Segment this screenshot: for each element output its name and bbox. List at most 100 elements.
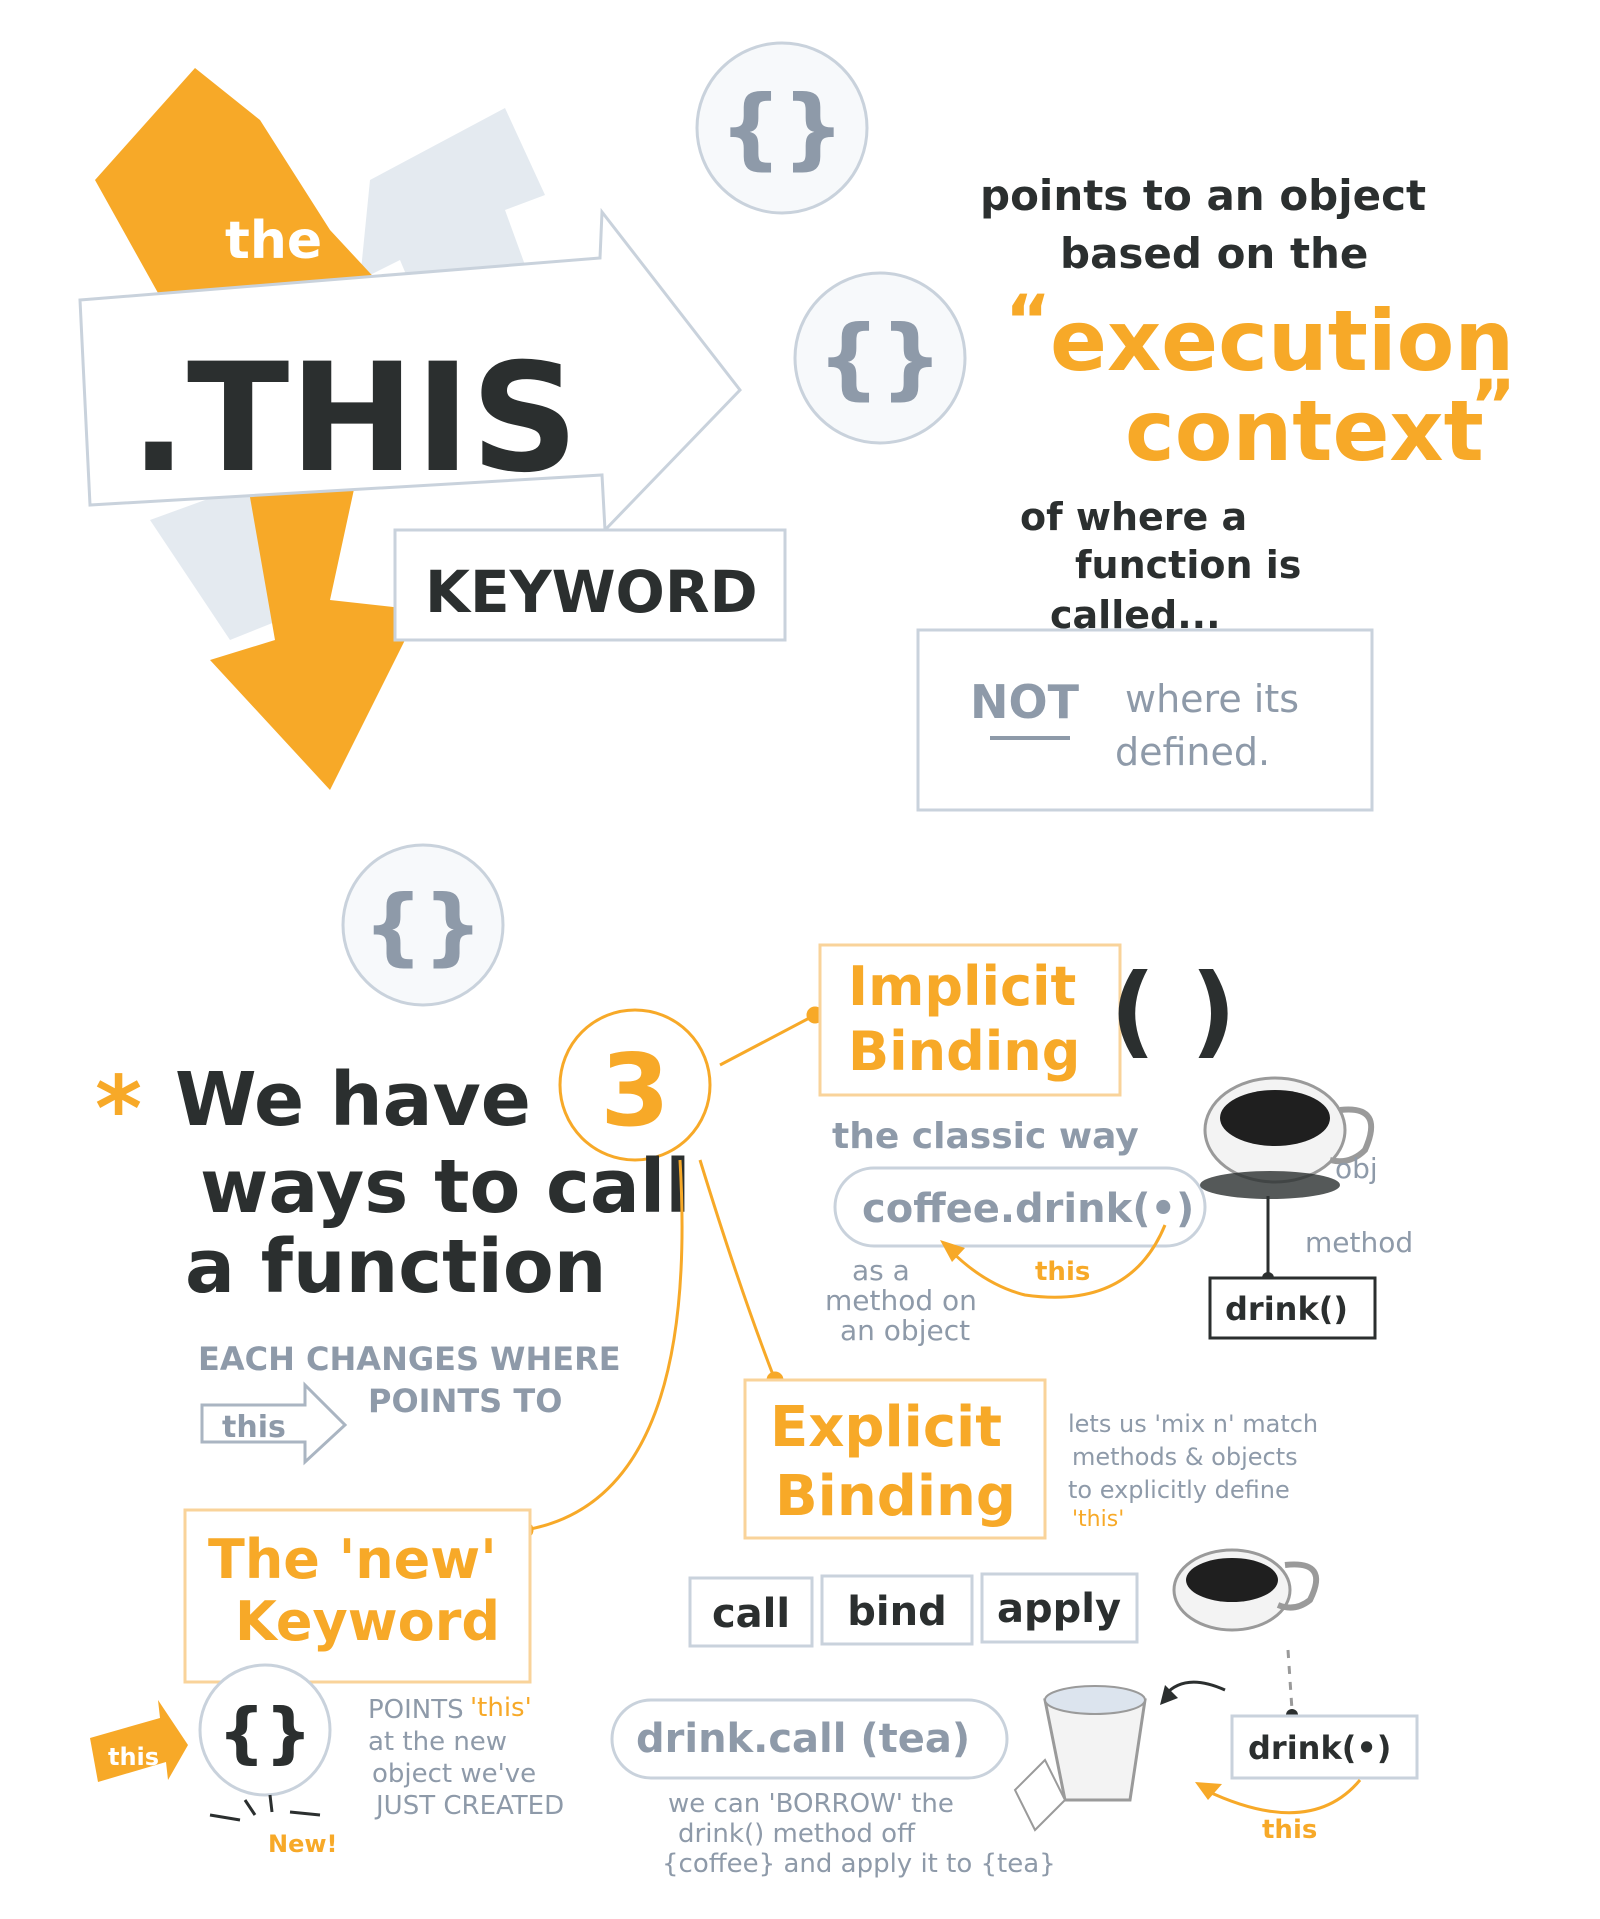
new-note3: object we've bbox=[372, 1759, 536, 1789]
apply-label: apply bbox=[997, 1586, 1121, 1632]
new-new-label: New! bbox=[268, 1830, 337, 1858]
new-title2: Keyword bbox=[235, 1590, 500, 1653]
definition-line4: function is bbox=[1075, 543, 1301, 587]
explicit-binding-block: Explicit Binding lets us 'mix n' match m… bbox=[610, 1378, 1419, 1879]
call-label: call bbox=[712, 1591, 790, 1637]
coffee-cup-icon bbox=[1200, 1076, 1375, 1199]
explicit-title2: Binding bbox=[775, 1464, 1016, 1529]
new-note4: JUST CREATED bbox=[374, 1791, 564, 1821]
explicit-dashed-link bbox=[1286, 1649, 1294, 1711]
new-keyword-block: The 'new' Keyword {} this New! POINTS 't… bbox=[90, 1508, 564, 1858]
method-buttons: call bind apply bbox=[688, 1572, 1139, 1648]
explicit-note4: 'this' bbox=[1072, 1507, 1124, 1532]
ways-number: 3 bbox=[600, 1032, 670, 1149]
definition-context: context bbox=[1125, 382, 1484, 480]
arrowhead-icon bbox=[940, 1240, 965, 1262]
tea-cup-icon bbox=[1013, 1685, 1147, 1832]
explicit-borrow-arrow bbox=[1163, 1680, 1226, 1697]
title-this: .THIS bbox=[130, 332, 579, 506]
implicit-title2: Binding bbox=[848, 1020, 1080, 1083]
implicit-method-label: method bbox=[1305, 1226, 1413, 1259]
explicit-title-box-shape bbox=[743, 1378, 1047, 1540]
definition-line3: of where a bbox=[1020, 495, 1247, 539]
title-graphic: the .THIS KEYWORD bbox=[78, 68, 787, 790]
brace-circle-top: {} bbox=[695, 41, 869, 215]
connector-new bbox=[524, 1159, 684, 1532]
implicit-note3: an object bbox=[840, 1314, 970, 1347]
explicit-method-box: drink(•) bbox=[1248, 1729, 1391, 1767]
ways-block: * We have 3 ways to call a function EACH… bbox=[95, 1008, 712, 1466]
coffee-cup-icon bbox=[1172, 1548, 1320, 1632]
ways-line3: a function bbox=[185, 1224, 606, 1310]
explicit-this-arrow bbox=[1204, 1779, 1362, 1815]
ways-line2: ways to call bbox=[200, 1144, 691, 1230]
implicit-this-label: this bbox=[1035, 1257, 1090, 1287]
explicit-note1: lets us 'mix n' match bbox=[1068, 1410, 1318, 1438]
not-box-shape bbox=[916, 628, 1374, 812]
connector-explicit bbox=[698, 1159, 777, 1381]
new-note2: at the new bbox=[368, 1727, 507, 1757]
explicit-code-pill-shape bbox=[610, 1698, 1009, 1780]
quote-close: ” bbox=[1470, 365, 1516, 447]
ways-sub2: POINTS TO bbox=[368, 1382, 562, 1420]
definition-block: points to an object based on the “ execu… bbox=[916, 171, 1516, 812]
implicit-method-box: drink() bbox=[1225, 1290, 1348, 1328]
implicit-note1: as a bbox=[852, 1254, 910, 1287]
number-circle-shape bbox=[558, 1008, 712, 1162]
call-button-shape bbox=[688, 1576, 814, 1648]
title-keyword: KEYWORD bbox=[425, 558, 758, 626]
implicit-obj-label: obj bbox=[1335, 1152, 1378, 1185]
new-this-tag-shape bbox=[90, 1700, 188, 1782]
bind-label: bind bbox=[847, 1589, 946, 1635]
explicit-borrow1: we can 'BORROW' the bbox=[668, 1789, 954, 1819]
definition-execution: execution bbox=[1050, 292, 1514, 390]
braces-icon: {} bbox=[218, 1694, 312, 1771]
implicit-subtitle: the classic way bbox=[832, 1116, 1139, 1157]
quote-open: “ bbox=[1005, 280, 1051, 362]
not-rest1: where its bbox=[1125, 677, 1299, 721]
definition-line1: points to an object bbox=[980, 171, 1426, 220]
asterisk-icon: * bbox=[95, 1057, 142, 1162]
arrowhead-icon bbox=[1195, 1782, 1222, 1800]
ways-line1: We have bbox=[175, 1057, 531, 1143]
implicit-parens: ( ) bbox=[1110, 952, 1236, 1069]
explicit-note3: to explicitly define bbox=[1068, 1476, 1290, 1504]
this-banner-shape bbox=[78, 207, 742, 534]
explicit-title1: Explicit bbox=[770, 1395, 1002, 1460]
sparkle-icon bbox=[209, 1794, 321, 1822]
implicit-title-box-shape bbox=[818, 943, 1122, 1097]
implicit-note2: method on bbox=[825, 1284, 977, 1317]
implicit-title1: Implicit bbox=[848, 955, 1076, 1018]
explicit-method-box-shape bbox=[1230, 1714, 1419, 1780]
new-this-label: this bbox=[108, 1743, 159, 1771]
implicit-code: coffee.drink(•) bbox=[862, 1186, 1194, 1232]
ways-sub1: EACH CHANGES WHERE bbox=[198, 1340, 621, 1378]
implicit-method-box-shape bbox=[1208, 1276, 1377, 1340]
not-word: NOT bbox=[970, 675, 1080, 729]
explicit-note2: methods & objects bbox=[1072, 1443, 1298, 1471]
new-object-circle-shape bbox=[198, 1663, 332, 1797]
title-the: the bbox=[225, 211, 322, 271]
braces-icon: {} bbox=[719, 76, 844, 179]
ways-this-tag: this bbox=[222, 1410, 286, 1445]
connector-implicit bbox=[719, 1013, 816, 1067]
definition-line2: based on the bbox=[1060, 229, 1368, 278]
explicit-borrow2: drink() method off bbox=[678, 1819, 916, 1849]
explicit-code: drink.call (tea) bbox=[636, 1716, 970, 1762]
keyword-box-shape bbox=[393, 528, 787, 642]
implicit-code-pill-shape bbox=[833, 1166, 1207, 1248]
new-note1b: 'this' bbox=[470, 1693, 532, 1723]
new-title-box-shape bbox=[183, 1508, 532, 1684]
braces-icon: {} bbox=[817, 306, 942, 409]
braces-icon: {} bbox=[363, 877, 483, 975]
brace-circle-middle: {} bbox=[793, 271, 967, 445]
explicit-borrow3: {coffee} and apply it to {tea} bbox=[662, 1849, 1056, 1879]
arrowhead-icon bbox=[1160, 1685, 1178, 1705]
not-rest2: defined. bbox=[1115, 730, 1270, 774]
apply-button-shape bbox=[980, 1572, 1139, 1644]
explicit-this-label: this bbox=[1262, 1815, 1317, 1845]
bind-button-shape bbox=[820, 1574, 974, 1646]
implicit-this-arrow bbox=[948, 1224, 1167, 1299]
this-tag-arrow-shape bbox=[200, 1381, 348, 1466]
